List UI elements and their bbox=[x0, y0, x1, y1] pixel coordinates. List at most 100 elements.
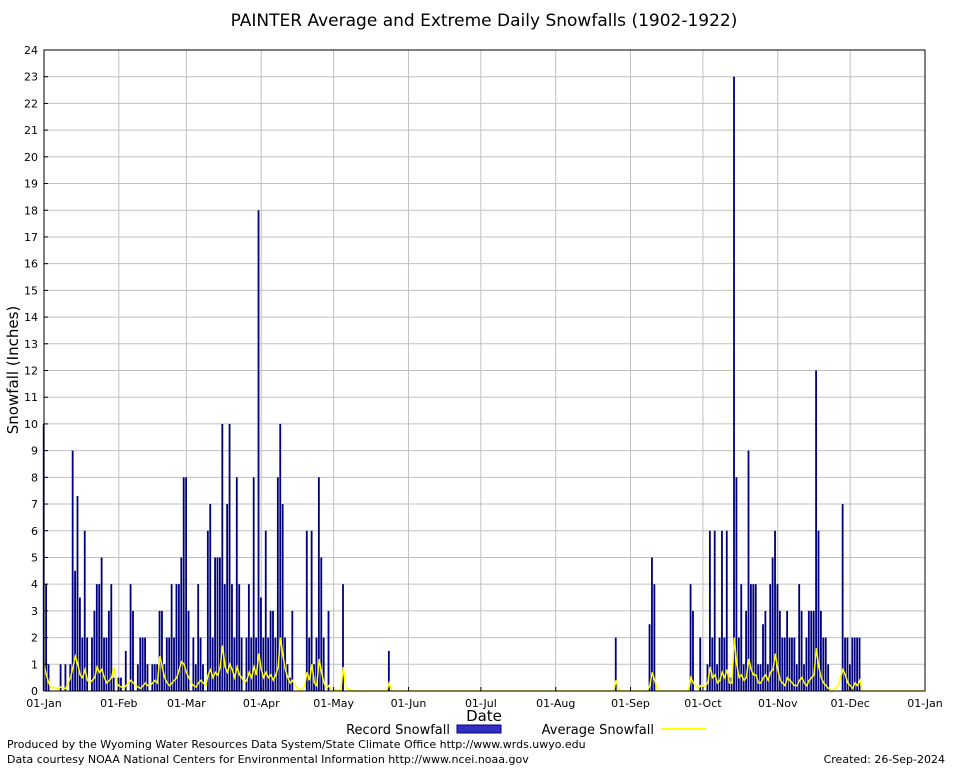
record-bar bbox=[98, 584, 101, 691]
record-bars bbox=[42, 76, 861, 692]
record-bar bbox=[740, 584, 743, 691]
record-bar bbox=[766, 664, 769, 691]
record-bar bbox=[175, 584, 178, 691]
record-bar bbox=[170, 584, 173, 691]
record-bar bbox=[699, 637, 702, 691]
record-bar bbox=[272, 610, 274, 691]
record-bar bbox=[262, 637, 265, 691]
record-bar bbox=[728, 677, 731, 691]
record-bar bbox=[725, 530, 728, 691]
record-bar bbox=[120, 677, 122, 691]
record-bar bbox=[129, 584, 132, 691]
record-bar bbox=[689, 584, 692, 691]
record-bar bbox=[226, 504, 229, 691]
record-bar bbox=[824, 637, 827, 691]
y-tick-label: 21 bbox=[24, 124, 38, 137]
record-bar bbox=[78, 597, 81, 691]
record-bar bbox=[757, 664, 760, 691]
y-tick-label: 3 bbox=[31, 605, 38, 618]
y-tick-label: 5 bbox=[31, 551, 38, 564]
record-bar bbox=[221, 423, 224, 691]
x-tick-label: 01-Oct bbox=[684, 697, 722, 710]
record-bar bbox=[858, 637, 861, 691]
record-bar bbox=[783, 637, 786, 691]
record-bar bbox=[59, 664, 62, 691]
record-bar bbox=[308, 637, 311, 691]
record-bar bbox=[750, 584, 752, 691]
record-bar bbox=[752, 584, 755, 691]
record-bar bbox=[209, 504, 212, 691]
y-tick-label: 22 bbox=[24, 97, 38, 110]
record-bar bbox=[228, 423, 231, 691]
x-tick-label: 01-Aug bbox=[536, 697, 575, 710]
record-bar bbox=[173, 637, 175, 691]
y-tick-label: 0 bbox=[31, 685, 38, 698]
record-bar bbox=[730, 677, 733, 691]
y-tick-label: 16 bbox=[24, 258, 38, 271]
record-bar bbox=[288, 677, 291, 691]
x-tick-label: 01-Mar bbox=[167, 697, 206, 710]
y-tick-label: 10 bbox=[24, 418, 38, 431]
record-bar bbox=[737, 637, 740, 691]
record-bar bbox=[153, 664, 156, 691]
y-tick-label: 24 bbox=[24, 44, 38, 57]
record-bar bbox=[342, 584, 344, 691]
record-bar bbox=[197, 584, 200, 691]
record-bar bbox=[107, 610, 110, 691]
record-bar bbox=[793, 637, 796, 691]
x-tick-label: 01-Nov bbox=[758, 697, 798, 710]
record-bar bbox=[291, 610, 294, 691]
record-bar bbox=[310, 530, 313, 691]
x-tick-label: 01-Jan bbox=[907, 697, 943, 710]
record-bar bbox=[206, 530, 209, 691]
y-tick-label: 8 bbox=[31, 471, 38, 484]
record-bar bbox=[161, 610, 163, 691]
record-bar bbox=[139, 637, 142, 691]
record-bar bbox=[305, 530, 308, 691]
record-bar bbox=[156, 664, 159, 691]
x-tick-label: 01-Jun bbox=[391, 697, 427, 710]
record-bar bbox=[795, 664, 798, 691]
record-bar bbox=[754, 584, 757, 691]
record-bar bbox=[260, 597, 262, 691]
record-bar bbox=[846, 637, 849, 691]
x-axis-label: Date bbox=[466, 707, 502, 725]
legend: Record Snowfall Average Snowfall bbox=[346, 723, 706, 738]
record-bar bbox=[844, 637, 846, 691]
record-bar bbox=[735, 477, 738, 691]
record-bar bbox=[223, 584, 226, 691]
record-bar bbox=[812, 610, 815, 691]
y-tick-label: 2 bbox=[31, 632, 38, 645]
y-tick-label: 17 bbox=[24, 231, 38, 244]
record-bar bbox=[93, 610, 96, 691]
y-tick-label: 13 bbox=[24, 338, 38, 351]
x-tick-label: 01-Apr bbox=[243, 697, 280, 710]
record-bar bbox=[192, 637, 195, 691]
record-bar bbox=[807, 610, 810, 691]
record-bar bbox=[100, 557, 103, 691]
record-bar bbox=[820, 610, 822, 691]
record-bar bbox=[144, 637, 146, 691]
record-bar bbox=[216, 557, 219, 691]
y-tick-label: 7 bbox=[31, 498, 38, 511]
record-bar bbox=[764, 610, 767, 691]
record-bar bbox=[158, 610, 161, 691]
record-bar bbox=[76, 496, 79, 691]
record-bar bbox=[83, 530, 86, 691]
record-bar bbox=[745, 610, 747, 691]
record-bar bbox=[708, 530, 711, 691]
record-bar bbox=[257, 210, 260, 691]
record-bar bbox=[651, 557, 653, 691]
y-axis-label: Snowfall (Inches) bbox=[4, 306, 22, 434]
record-bar bbox=[124, 650, 127, 691]
record-bar bbox=[214, 557, 216, 691]
record-bar bbox=[747, 450, 750, 691]
record-bar bbox=[733, 76, 735, 692]
record-bar bbox=[187, 610, 190, 691]
record-bar bbox=[815, 370, 817, 691]
record-bar bbox=[762, 624, 764, 691]
footer-produced-by: Produced by the Wyoming Water Resources … bbox=[7, 738, 586, 751]
record-bar bbox=[387, 650, 390, 691]
record-bar bbox=[269, 610, 272, 691]
